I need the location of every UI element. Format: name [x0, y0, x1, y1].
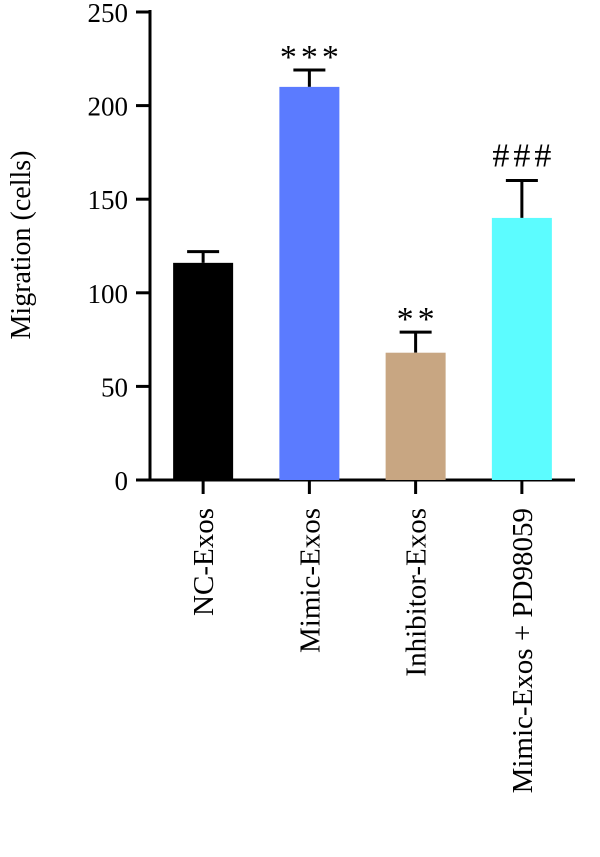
- plot-area: 0 50 100 150 200 250 NC-Exos Mimic-Exos *** Inhib…: [88, 0, 575, 793]
- significance-label-3: ###: [492, 137, 555, 174]
- bar-0: [173, 262, 234, 480]
- category-label-3: Mimic-Exos + PD98059: [507, 508, 539, 793]
- category-label-0: NC-Exos: [188, 508, 220, 616]
- significance-label-1: ***: [280, 39, 343, 76]
- y-tick-label-2: 100: [88, 279, 129, 309]
- bar-3: [491, 217, 552, 481]
- y-tick-label-0: 0: [115, 466, 129, 496]
- y-tick-label-3: 150: [88, 185, 129, 215]
- y-axis-label: Migration (cells): [6, 151, 37, 340]
- y-tick-label-4: 200: [88, 92, 129, 122]
- category-label-2: Inhibitor-Exos: [401, 508, 433, 677]
- y-tick-label-5: 250: [88, 0, 129, 28]
- bar-2: [385, 352, 446, 480]
- significance-label-2: **: [397, 301, 439, 338]
- category-label-1: Mimic-Exos: [294, 508, 326, 653]
- y-tick-label-1: 50: [101, 372, 128, 402]
- bar-1: [279, 86, 340, 480]
